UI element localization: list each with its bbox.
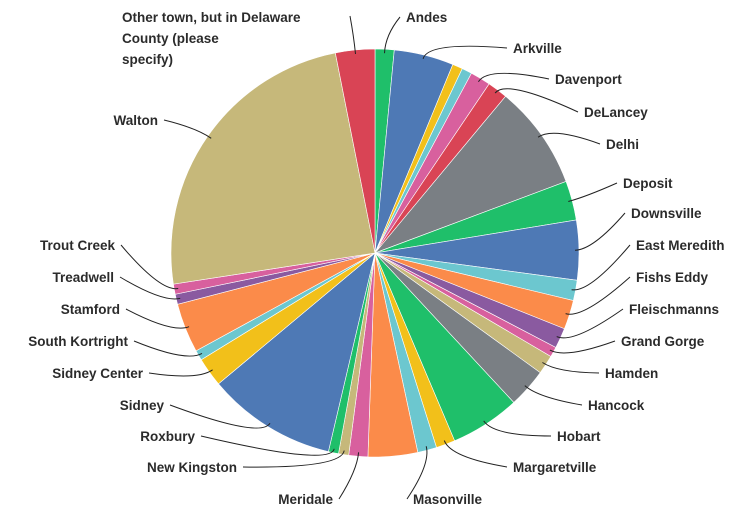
slice-label-deposit: Deposit — [623, 176, 673, 191]
leader-line-andes — [384, 16, 401, 54]
slice-label-treadwell: Treadwell — [52, 270, 114, 285]
leader-line-fleischmanns — [556, 308, 624, 339]
leader-line-roxbury — [200, 435, 335, 456]
leader-line-hancock — [524, 385, 583, 406]
leader-line-walton — [163, 119, 212, 139]
leader-line-deposit — [568, 182, 618, 202]
leader-line-margaretville — [443, 440, 508, 468]
slice-label-new-kingston: New Kingston — [147, 460, 237, 475]
leader-line-stamford — [125, 308, 190, 329]
slice-label-east-meredith: East Meredith — [636, 238, 725, 253]
slice-label-sidney-center: Sidney Center — [52, 366, 144, 381]
slice-label-davenport: Davenport — [555, 72, 622, 87]
leader-line-delhi — [537, 132, 601, 145]
leader-line-delancey — [494, 88, 579, 113]
leader-line-davenport — [477, 72, 550, 83]
slice-label-hamden: Hamden — [605, 366, 658, 381]
slice-label-other-town-but-in-delaware-county-please-specify: Other town, but in Delaware County (pleas… — [122, 10, 301, 67]
slice-label-arkville: Arkville — [513, 41, 562, 56]
leader-line-trout-creek — [120, 244, 179, 290]
leader-line-sidney — [169, 404, 271, 429]
slice-label-trout-creek: Trout Creek — [40, 238, 116, 253]
slice-label-andes: Andes — [406, 10, 447, 25]
leader-line-hobart — [483, 420, 552, 437]
slice-label-grand-gorge: Grand Gorge — [621, 334, 705, 349]
slice-label-walton: Walton — [114, 113, 159, 128]
leader-lines — [119, 15, 631, 500]
slice-label-stamford: Stamford — [61, 302, 120, 317]
leader-line-sidney-center — [148, 369, 213, 377]
leader-line-fishs-eddy — [565, 276, 631, 315]
leader-line-east-meredith — [571, 244, 631, 291]
slice-label-delhi: Delhi — [606, 137, 639, 152]
slice-label-meridale: Meridale — [278, 492, 333, 507]
leader-line-masonville — [406, 446, 428, 500]
leader-line-south-kortright — [133, 340, 203, 357]
slice-label-sidney: Sidney — [120, 398, 165, 413]
leader-line-meridale — [338, 452, 360, 500]
slice-labels: Andes Arkville Davenport DeLancey Delhi Depos… — [28, 10, 724, 507]
leader-line-other-town-but-in-delaware-county-please-specify — [349, 15, 356, 55]
leader-line-new-kingston — [242, 450, 345, 468]
slice-label-delancey: DeLancey — [584, 105, 648, 120]
slice-label-roxbury: Roxbury — [140, 429, 195, 444]
pie-slices — [170, 48, 580, 458]
slice-label-fleischmanns: Fleischmanns — [629, 302, 719, 317]
leader-line-downsville — [574, 212, 626, 251]
leader-line-treadwell — [119, 276, 181, 300]
slice-label-south-kortright: South Kortright — [28, 334, 128, 349]
slice-label-margaretville: Margaretville — [513, 460, 597, 475]
slice-label-hancock: Hancock — [588, 398, 645, 413]
pie-slice-sidney — [218, 252, 376, 452]
leader-line-hamden — [542, 362, 600, 374]
slice-label-hobart: Hobart — [557, 429, 601, 444]
slice-label-fishs-eddy: Fishs Eddy — [636, 270, 709, 285]
slice-label-masonville: Masonville — [413, 492, 483, 507]
leader-line-grand-gorge — [549, 340, 616, 354]
slice-label-downsville: Downsville — [631, 206, 702, 221]
leader-line-arkville — [422, 45, 508, 60]
